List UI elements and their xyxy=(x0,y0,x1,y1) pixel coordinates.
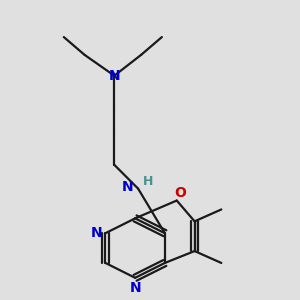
Text: N: N xyxy=(122,180,134,194)
Text: H: H xyxy=(143,175,154,188)
Text: O: O xyxy=(174,186,186,200)
Text: N: N xyxy=(109,69,120,83)
Text: N: N xyxy=(129,281,141,295)
Text: N: N xyxy=(91,226,102,240)
